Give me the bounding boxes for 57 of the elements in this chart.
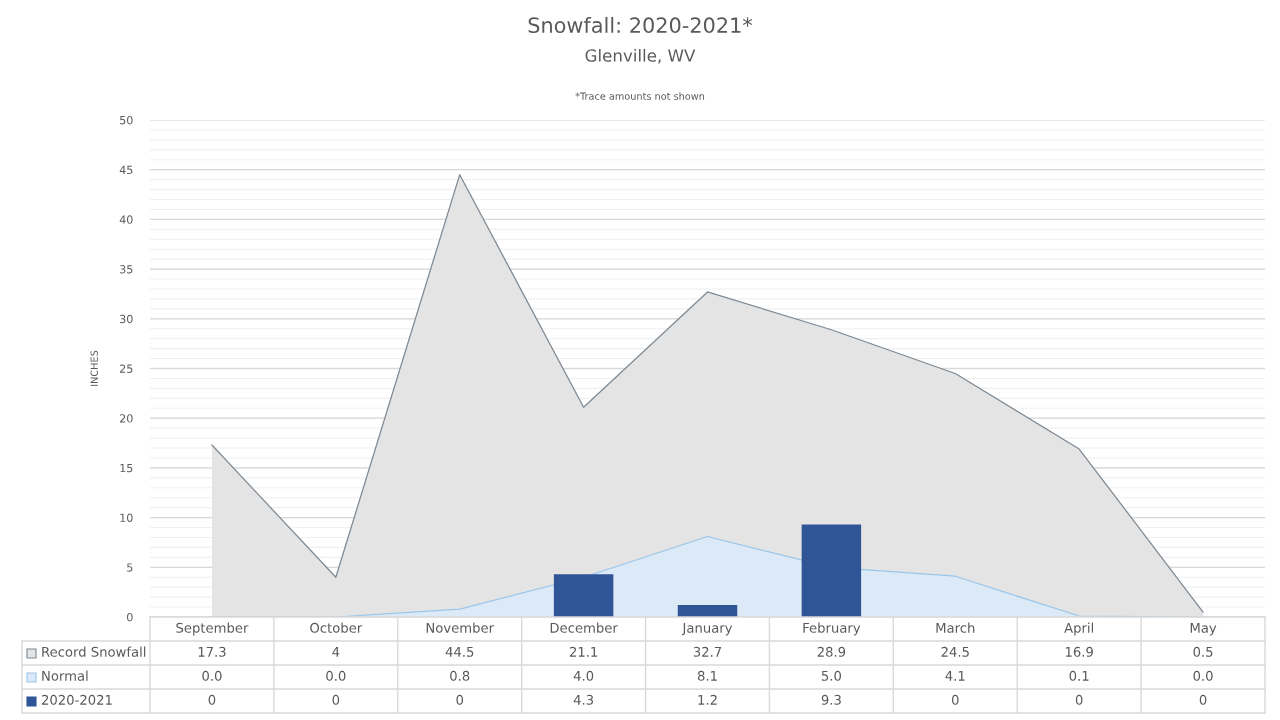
data-label: 0.1 — [1069, 670, 1089, 681]
y-tick-label: 10 — [120, 513, 133, 522]
chart-subtitle: Glenville, WV — [585, 48, 696, 64]
data-label: 32.7 — [693, 646, 722, 657]
data-label: 17.3 — [198, 646, 226, 657]
x-tick-label: October — [310, 622, 363, 633]
data-label: 0.0 — [1193, 670, 1213, 681]
data-label: 4.0 — [573, 670, 594, 681]
chart-title: Snowfall: 2020-2021* — [528, 16, 753, 34]
data-label: 0.0 — [202, 670, 222, 681]
y-tick-label: 20 — [120, 414, 133, 423]
bar — [553, 574, 614, 617]
data-label: 0 — [456, 694, 464, 705]
y-tick-label: 30 — [120, 314, 133, 324]
y-tick-label: 5 — [127, 563, 133, 572]
data-label: 0 — [951, 694, 959, 705]
bar — [677, 605, 738, 617]
data-label: 24.5 — [941, 646, 969, 657]
data-label: 4.1 — [945, 671, 965, 681]
x-tick-label: February — [803, 622, 861, 636]
x-tick-label: September — [176, 622, 249, 636]
data-label: 1.2 — [698, 694, 717, 705]
data-label: 0 — [1075, 694, 1083, 705]
data-label: 0 — [332, 694, 340, 705]
y-tick-label: 15 — [120, 464, 133, 473]
data-label: 4 — [332, 647, 340, 657]
legend-label: 2020-2021 — [41, 694, 112, 705]
data-label: 16.9 — [1065, 646, 1093, 657]
data-label: 0 — [1199, 694, 1207, 705]
data-label: 0.0 — [326, 670, 346, 681]
data-label: 8.1 — [697, 670, 717, 681]
x-tick-label: January — [681, 623, 733, 636]
y-tick-label: 35 — [120, 265, 133, 274]
data-label: 28.9 — [817, 646, 846, 657]
x-tick-label: November — [426, 622, 495, 633]
y-tick-label: 25 — [120, 364, 133, 373]
y-tick-label: 0 — [127, 612, 133, 622]
data-label: 44.5 — [445, 647, 474, 657]
data-label: 5.0 — [821, 670, 841, 681]
y-axis-title: INCHES — [90, 350, 98, 386]
bar — [801, 524, 862, 617]
data-label: 4.3 — [573, 694, 594, 705]
data-label: 0.8 — [450, 670, 470, 681]
y-tick-label: 45 — [119, 165, 133, 175]
x-tick-label: April — [1064, 622, 1094, 636]
text: *Trace amounts not shown — [575, 92, 705, 100]
data-label: 21.1 — [569, 646, 598, 657]
data-label: 0.5 — [1193, 646, 1213, 657]
x-tick-label: December — [550, 622, 618, 633]
x-tick-label: May — [1190, 623, 1217, 636]
data-label: 0 — [208, 694, 216, 705]
legend-label: Record Snowfall — [42, 646, 146, 657]
y-tick-label: 50 — [120, 115, 133, 125]
data-label: 9.3 — [821, 694, 841, 705]
y-tick-label: 40 — [119, 215, 133, 224]
legend-label: Normal — [42, 670, 88, 681]
x-tick-label: March — [936, 622, 975, 633]
